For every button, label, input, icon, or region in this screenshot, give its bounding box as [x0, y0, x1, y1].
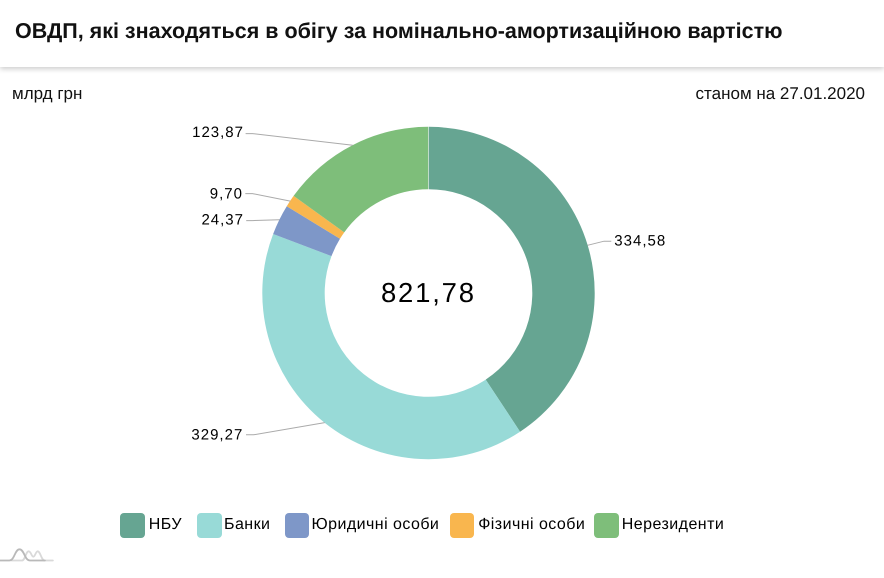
svg-text:123,87: 123,87 [192, 124, 244, 141]
svg-text:9,70: 9,70 [210, 186, 243, 203]
svg-text:24,37: 24,37 [201, 211, 244, 228]
svg-text:329,27: 329,27 [191, 426, 243, 443]
svg-text:334,58: 334,58 [614, 232, 666, 249]
svg-text:821,78: 821,78 [381, 277, 476, 308]
